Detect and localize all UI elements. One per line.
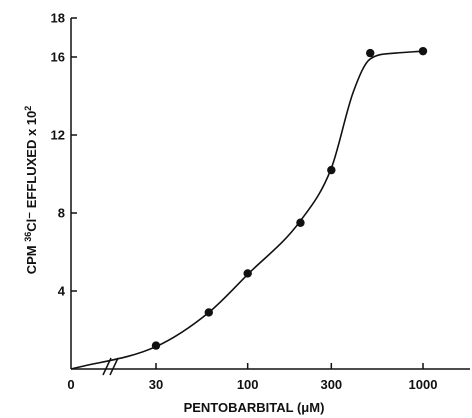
data-point xyxy=(366,48,375,58)
x-axis-break-mark-2 xyxy=(109,357,119,376)
y-tick-label: 4 xyxy=(58,284,66,299)
y-label-sup2: 2 xyxy=(23,106,33,111)
data-point xyxy=(204,308,213,317)
data-point xyxy=(327,165,336,175)
y-label-sup1: 36 xyxy=(23,232,33,242)
x-tick-label: 1000 xyxy=(409,377,438,392)
y-axis-label: CPM 36Cl⁻ EFFLUXED x 102 xyxy=(23,106,39,275)
ticks: 4 8 12 16 18 0 30 100 300 1000 xyxy=(51,11,438,393)
data-point xyxy=(243,269,252,278)
data-point xyxy=(418,46,428,56)
fitted-curve xyxy=(70,50,424,370)
data-point xyxy=(296,218,305,227)
y-tick-label: 8 xyxy=(58,206,65,221)
y-label-mid: Cl⁻ EFFLUXED x 10 xyxy=(24,111,39,232)
x-axis-label: PENTOBARBITAL (μM) xyxy=(184,400,325,415)
y-tick-label: 18 xyxy=(51,11,65,26)
x-tick-label: 300 xyxy=(320,377,342,392)
data-points-layer xyxy=(151,46,428,350)
y-tick-label: 16 xyxy=(51,50,65,65)
y-label-pre: CPM xyxy=(24,242,39,275)
y-tick-label: 12 xyxy=(51,128,65,143)
data-point xyxy=(151,341,161,350)
fitted-curve-layer xyxy=(70,50,424,370)
x-tick-label: 30 xyxy=(149,377,163,392)
axes xyxy=(70,18,470,376)
x-tick-label: 100 xyxy=(237,377,259,392)
x-tick-label: 0 xyxy=(67,377,74,392)
